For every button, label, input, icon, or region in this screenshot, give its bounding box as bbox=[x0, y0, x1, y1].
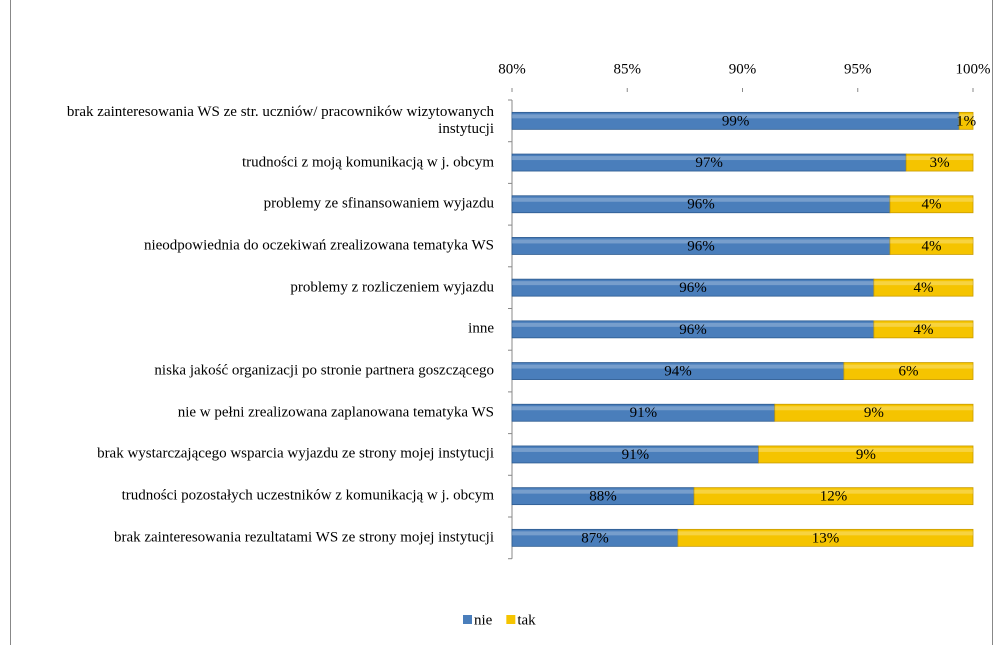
bar-shine bbox=[512, 239, 891, 244]
bar-segment bbox=[693, 487, 974, 506]
value-label: 96% bbox=[679, 322, 707, 338]
value-label: 4% bbox=[913, 322, 933, 338]
value-label: 88% bbox=[589, 489, 617, 505]
bar-shine bbox=[512, 447, 759, 452]
legend-label: nie bbox=[474, 612, 493, 628]
value-label: 96% bbox=[687, 197, 715, 213]
value-label: 96% bbox=[687, 238, 715, 254]
bar-shine bbox=[512, 364, 844, 369]
bar-shine bbox=[512, 197, 891, 202]
value-label: 99% bbox=[722, 113, 750, 129]
value-label: 87% bbox=[581, 530, 609, 546]
legend-swatch bbox=[463, 615, 472, 624]
bar-shine bbox=[512, 281, 874, 286]
value-label: 4% bbox=[922, 238, 942, 254]
bar-shine bbox=[512, 322, 874, 327]
x-tick-label: 100% bbox=[956, 61, 991, 77]
value-label: 97% bbox=[695, 155, 723, 171]
category-label: nieodpowiednia do oczekiwań zrealizowana… bbox=[143, 237, 494, 254]
bar-shine bbox=[694, 489, 973, 494]
value-label: 9% bbox=[856, 447, 876, 463]
value-label: 6% bbox=[898, 363, 918, 379]
legend-swatch bbox=[506, 615, 516, 624]
category-label: problemy z rozliczeniem wyjazdu bbox=[290, 279, 494, 296]
bar-shine bbox=[774, 406, 973, 411]
value-label: 96% bbox=[679, 280, 707, 296]
category-label: niska jakość organizacji po stronie part… bbox=[154, 362, 494, 379]
category-label: trudności pozostałych uczestników z komu… bbox=[121, 487, 494, 504]
bar-shine bbox=[758, 447, 973, 452]
bar-segment bbox=[774, 403, 974, 422]
value-label: 13% bbox=[812, 530, 840, 546]
legend-label: tak bbox=[517, 612, 536, 628]
bar-shine bbox=[873, 322, 973, 327]
bar-shine bbox=[512, 406, 775, 411]
bar-segment bbox=[677, 528, 974, 547]
bar-segment bbox=[873, 278, 974, 297]
value-label: 91% bbox=[630, 405, 658, 421]
bar-shine bbox=[873, 281, 973, 286]
bar-shine bbox=[906, 156, 973, 161]
value-label: 94% bbox=[664, 363, 692, 379]
category-label: brak wystarczającego wsparcia wyjazdu ze… bbox=[97, 445, 494, 462]
bar-segment bbox=[873, 320, 974, 339]
frame bbox=[10, 0, 993, 645]
bar-segment bbox=[758, 445, 974, 464]
category-label: trudności z moją komunikacją w j. obcym bbox=[241, 154, 494, 171]
bar-segment bbox=[843, 362, 974, 380]
bar-shine bbox=[890, 197, 973, 202]
bar-segment bbox=[958, 111, 974, 130]
category-label: problemy ze sfinansowaniem wyjazdu bbox=[263, 195, 494, 212]
bar-shine bbox=[512, 156, 907, 161]
x-tick-label: 80% bbox=[498, 61, 526, 77]
bar-segment bbox=[889, 237, 974, 255]
category-label: inne bbox=[468, 320, 494, 337]
bar-segment bbox=[889, 195, 974, 214]
bar-shine bbox=[512, 531, 678, 536]
bar-shine bbox=[843, 364, 973, 369]
category-label: nie w pełni zrealizowana zaplanowana tem… bbox=[177, 404, 494, 421]
value-label: 9% bbox=[864, 405, 884, 421]
value-label: 1% bbox=[956, 113, 976, 129]
x-tick-label: 90% bbox=[729, 61, 757, 77]
bar-shine bbox=[890, 239, 973, 244]
x-tick-label: 85% bbox=[614, 61, 642, 77]
bar-shine bbox=[959, 114, 973, 119]
bar-shine bbox=[512, 114, 960, 119]
bar-segment bbox=[905, 153, 974, 172]
value-label: 12% bbox=[820, 489, 848, 505]
x-tick-label: 95% bbox=[844, 61, 872, 77]
value-label: 4% bbox=[922, 197, 942, 213]
bar-shine bbox=[677, 531, 973, 536]
value-label: 3% bbox=[930, 155, 950, 171]
bar-shine bbox=[512, 489, 695, 494]
value-label: 4% bbox=[913, 280, 933, 296]
category-label: brak zainteresowania rezultatami WS ze s… bbox=[113, 529, 494, 546]
category-label: brak zainteresowania WS ze str. uczniów/… bbox=[66, 103, 494, 137]
value-label: 91% bbox=[622, 447, 650, 463]
